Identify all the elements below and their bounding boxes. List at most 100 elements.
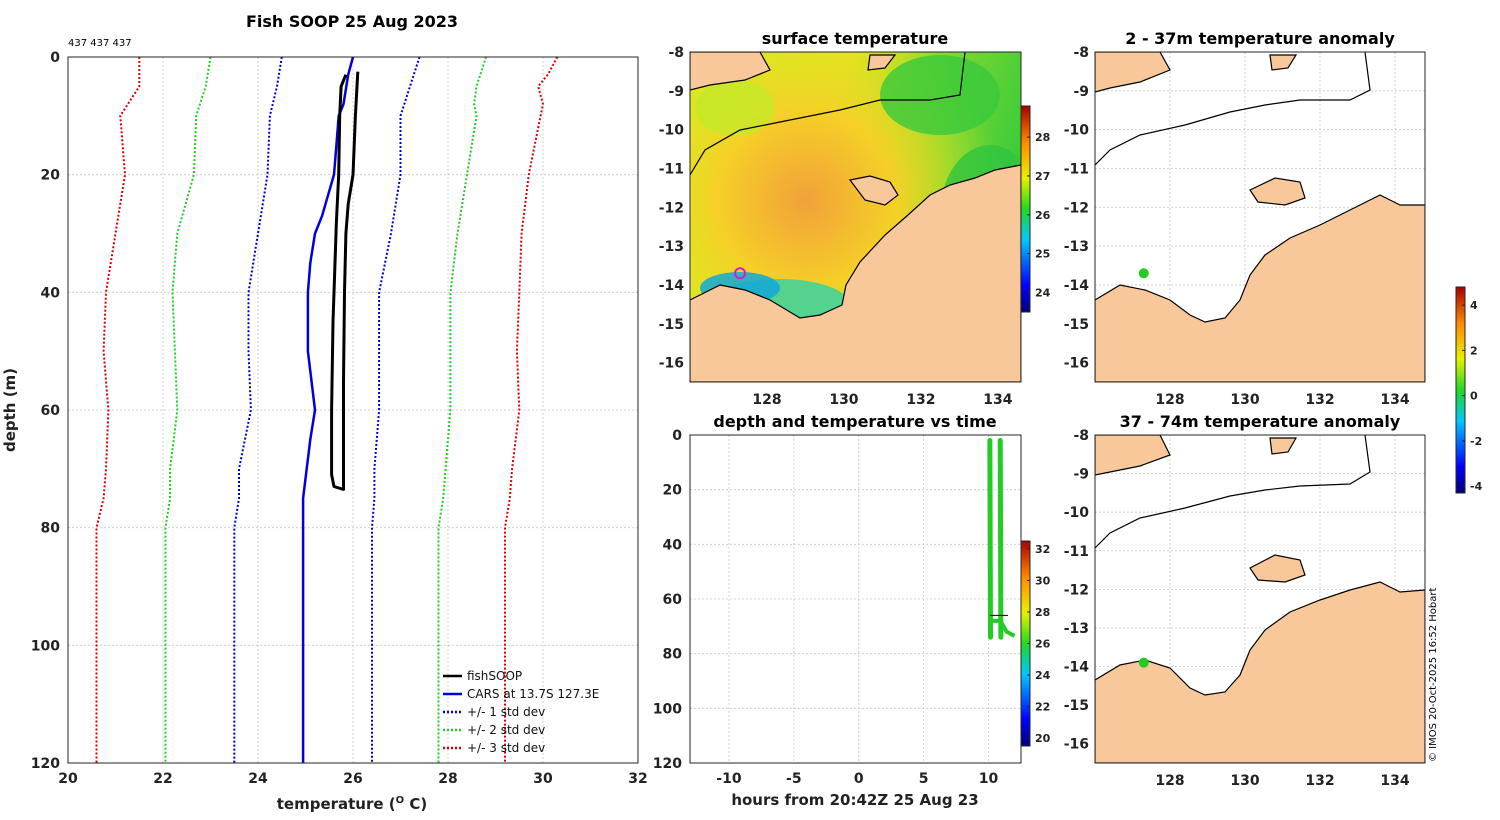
profile-y-tick-label: 40 — [41, 285, 61, 301]
profile-series-fishsoop — [330, 71, 360, 491]
map-y-tick-label: -16 — [1064, 356, 1089, 372]
time-track-bottom — [991, 618, 1016, 638]
profile-series--2-std-dev — [164, 56, 212, 763]
profile-series-group — [95, 56, 559, 763]
profile-x-tick-label: 30 — [533, 771, 553, 787]
colorbar-tick-label: 24 — [1035, 669, 1051, 682]
anomaly-map-2-panel: 37 - 74m temperature anomaly 128 130 132 13… — [1064, 412, 1426, 789]
profile-x-tick-label: 22 — [153, 771, 172, 787]
colorbar-tick-label: 32 — [1035, 543, 1050, 556]
anomaly-map-1-land-north — [1095, 52, 1171, 93]
colorbar-tick-label: 30 — [1035, 574, 1051, 587]
sst-land-mainland — [690, 164, 1021, 382]
map-y-tick-label: -9 — [1073, 84, 1089, 100]
profile-x-axis-label: temperature (O C) — [277, 795, 428, 813]
map-y-tick-label: -11 — [1064, 544, 1089, 560]
map-y-tick-label: -15 — [1064, 317, 1089, 333]
colorbar-tick-label: 28 — [1035, 606, 1050, 619]
anomaly-colorbar-ticks: -4 -2 0 2 4 — [1462, 299, 1483, 493]
anomaly-colorbar-frame — [1455, 286, 1466, 494]
time-x-tick-label: -5 — [786, 771, 802, 787]
colorbar-tick-label: 25 — [1035, 248, 1050, 261]
profile-x-tick-label: 20 — [58, 771, 78, 787]
map-y-tick-label: -11 — [1064, 161, 1089, 177]
profile-y-tick-label: 20 — [41, 168, 61, 184]
time-panel-title: depth and temperature vs time — [713, 412, 996, 431]
anomaly-map-1-land-north-2 — [1269, 54, 1298, 71]
time-track-cast-1 — [987, 437, 993, 640]
time-x-axis-label: hours from 20:42Z 25 Aug 23 — [731, 791, 978, 809]
map-y-tick-label: -8 — [1073, 45, 1089, 61]
sst-map-panel: surface temperature 128 130 132 134 -8 -9 -10 -… — [659, 29, 1051, 408]
anomaly-colorbar — [1456, 287, 1465, 493]
map-y-tick-label: -14 — [1064, 278, 1090, 294]
time-y-tick-label: 40 — [663, 537, 683, 553]
anomaly-map-2-bathymetry-contour — [1095, 435, 1371, 549]
sst-colorbar-ticks: 24 25 26 27 28 — [1027, 131, 1051, 300]
colorbar-tick-label: -4 — [1470, 480, 1483, 493]
sst-east-green — [880, 55, 1000, 135]
colorbar-tick-label: 20 — [1035, 732, 1051, 745]
sst-ticks: 128 130 132 134 -8 -9 -10 -11 -12 -13 -14 -15 -16 — [659, 45, 1013, 408]
time-colorbar-ticks: 20 22 24 26 28 30 32 — [1027, 543, 1051, 745]
time-x-tick-label: 0 — [854, 771, 864, 787]
time-colorbar — [1021, 541, 1030, 746]
colorbar-tick-label: 24 — [1035, 287, 1051, 300]
time-x-tick-label: 10 — [979, 771, 999, 787]
sst-bathymetry-contour — [690, 52, 966, 176]
map-y-tick-label: -10 — [1064, 123, 1090, 139]
legend-entry-cars: CARS at 13.7S 127.3E — [467, 687, 599, 701]
anomaly-map-2-land-mainland — [1095, 581, 1425, 763]
map-x-tick-label: 132 — [1305, 392, 1334, 408]
map-y-tick-label: -10 — [659, 123, 685, 139]
map-y-tick-label: -13 — [659, 239, 684, 255]
map-y-tick-label: -12 — [1064, 582, 1089, 598]
anomaly-map-2-title: 37 - 74m temperature anomaly — [1120, 412, 1401, 431]
sst-map-image — [690, 52, 1021, 382]
sst-location-marker — [734, 267, 747, 280]
anomaly-map-1-axes-frame — [1094, 51, 1426, 383]
sst-colorbar-frame — [1020, 105, 1031, 313]
profile-x-tick-label: 28 — [438, 771, 457, 787]
map-x-tick-label: 128 — [752, 392, 781, 408]
colorbar-tick-label: 26 — [1035, 638, 1051, 651]
legend-entry-std2: +/- 2 std dev — [467, 723, 545, 737]
legend-entry-fishsoop: fishSOOP — [467, 669, 522, 683]
anomaly-map-2-land-island — [1249, 554, 1306, 583]
anomaly-map-1-title: 2 - 37m temperature anomaly — [1125, 29, 1395, 48]
colorbar-tick-label: 22 — [1035, 701, 1050, 714]
map-x-tick-label: 130 — [1230, 773, 1259, 789]
colorbar-tick-label: 28 — [1035, 131, 1050, 144]
map-y-tick-label: -16 — [659, 356, 684, 372]
map-y-tick-label: -16 — [1064, 737, 1089, 753]
map-x-tick-label: 134 — [1380, 773, 1409, 789]
time-x-tick-label: 5 — [919, 771, 929, 787]
map-y-tick-label: -11 — [659, 161, 684, 177]
map-y-tick-label: -8 — [668, 45, 684, 61]
anomaly-map-2-axes-frame — [1094, 434, 1426, 764]
map-y-tick-label: -15 — [1064, 698, 1089, 714]
colorbar-tick-label: 2 — [1470, 344, 1478, 357]
map-x-tick-label: 130 — [1230, 392, 1259, 408]
anomaly-map-2-image — [1095, 435, 1425, 763]
map-y-tick-label: -10 — [1064, 505, 1090, 521]
time-track-cast-2 — [997, 437, 1004, 640]
colorbar-tick-label: -2 — [1470, 435, 1482, 448]
map-x-tick-label: 134 — [1380, 392, 1409, 408]
colorbar-tick-label: 26 — [1035, 209, 1051, 222]
colorbar-tick-label: 27 — [1035, 170, 1050, 183]
sst-cool-patch — [695, 80, 775, 136]
time-y-tick-label: 0 — [672, 428, 682, 444]
map-x-tick-label: 128 — [1155, 773, 1184, 789]
profile-title: Fish SOOP 25 Aug 2023 — [246, 12, 458, 31]
anomaly-map-1-location-marker — [1138, 268, 1149, 279]
anomaly-map-1-bathymetry-contour — [1095, 52, 1371, 166]
profile-y-tick-label: 100 — [31, 638, 60, 654]
profile-y-axis-label: depth (m) — [1, 368, 19, 452]
profile-y-tick-label: 80 — [41, 521, 61, 537]
profile-legend: fishSOOP CARS at 13.7S 127.3E +/- 1 std … — [443, 669, 599, 755]
anomaly-map-1-land-island — [1249, 177, 1306, 206]
sst-map-title: surface temperature — [762, 29, 949, 48]
map-x-tick-label: 130 — [829, 392, 858, 408]
